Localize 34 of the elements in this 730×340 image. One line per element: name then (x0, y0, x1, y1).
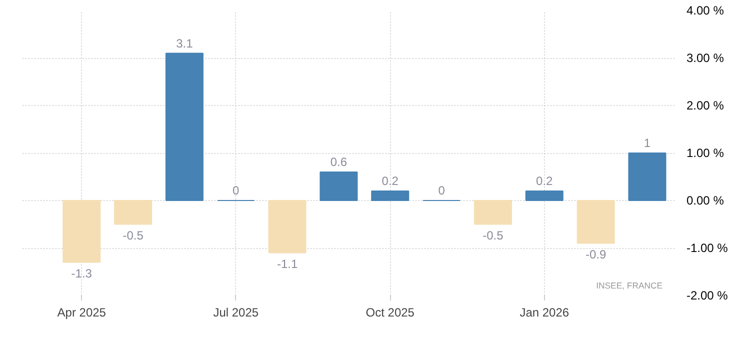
y-tick-label: -1.00 % (686, 241, 728, 255)
bar (114, 200, 152, 225)
data-label: 0.2 (382, 174, 399, 188)
y-tick-label: 1.00 % (686, 146, 724, 160)
data-label: 0 (438, 184, 446, 198)
data-label: -0.5 (482, 228, 504, 242)
y-tick-label: 4.00 % (686, 4, 724, 18)
data-label: 1 (644, 136, 651, 150)
x-tick-label: Oct 2025 (366, 306, 415, 320)
x-tick-label: Apr 2025 (57, 306, 106, 320)
data-label: -0.5 (122, 228, 144, 242)
bar (268, 200, 306, 254)
y-tick-label: -2.00 % (686, 288, 728, 302)
y-tick-label: 0.00 % (686, 194, 724, 208)
data-label: 0 (232, 184, 240, 198)
data-label: 0.6 (330, 155, 348, 169)
annotation: INSEE, FRANCE (596, 280, 663, 290)
x-tick-label: Jul 2025 (213, 306, 259, 320)
data-label: -1.3 (71, 266, 92, 280)
data-label: -0.9 (585, 247, 606, 262)
bar (628, 152, 666, 201)
x-tick-label: Jan 2026 (520, 306, 570, 320)
bar (371, 190, 410, 201)
y-tick-label: 3.00 % (686, 51, 724, 65)
data-label: 3.1 (176, 36, 194, 50)
y-tick-label: 2.00 % (686, 98, 724, 112)
data-label: 0.2 (536, 174, 554, 188)
bar (62, 200, 101, 263)
bar (320, 172, 358, 201)
bar (165, 52, 204, 201)
bar (474, 200, 512, 225)
data-label: -1.1 (276, 256, 298, 271)
bar (525, 190, 564, 201)
bar (576, 200, 615, 244)
